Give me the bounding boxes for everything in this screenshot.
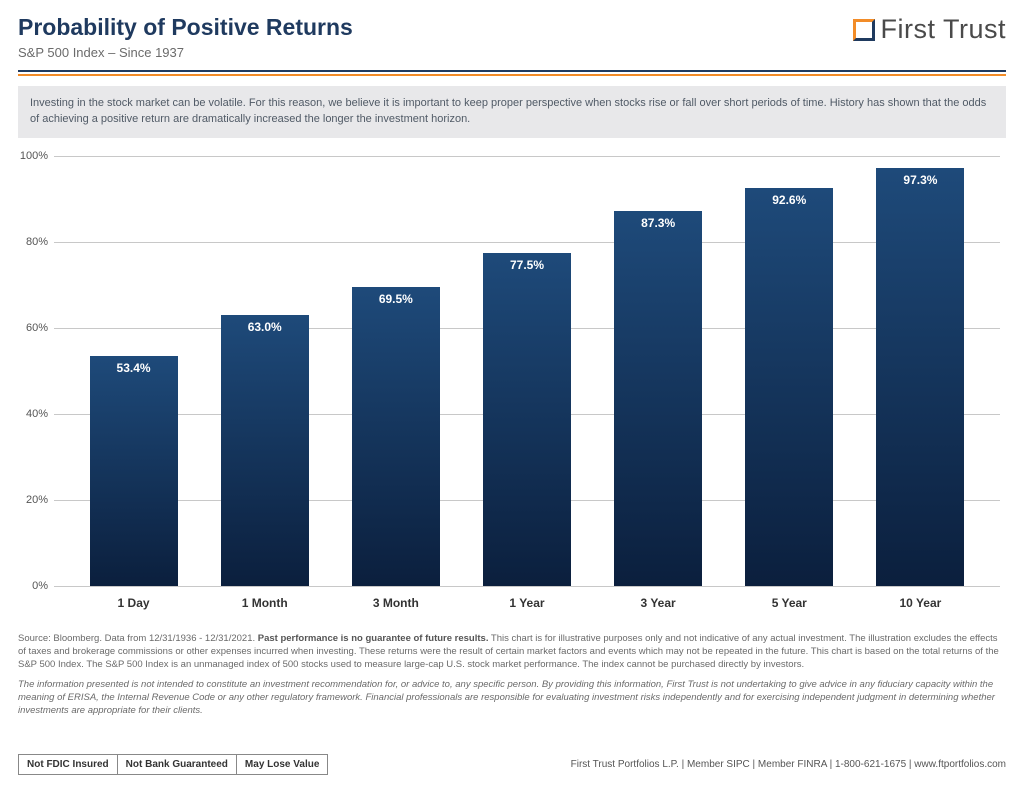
bar-slot: 69.5% xyxy=(330,156,461,586)
y-axis-label: 40% xyxy=(18,408,48,420)
y-axis-label: 100% xyxy=(18,150,48,162)
x-axis-label: 5 Year xyxy=(724,586,855,616)
y-axis-label: 80% xyxy=(18,236,48,248)
disclosure-item: Not Bank Guaranteed xyxy=(117,755,236,774)
footnote-main: Source: Bloomberg. Data from 12/31/1936 … xyxy=(18,632,1006,672)
footer: Not FDIC InsuredNot Bank GuaranteedMay L… xyxy=(18,754,1006,775)
x-axis-label: 3 Year xyxy=(593,586,724,616)
bar-value-label: 92.6% xyxy=(745,193,833,207)
bar: 63.0% xyxy=(221,315,309,586)
bar: 87.3% xyxy=(614,211,702,586)
bar: 92.6% xyxy=(745,188,833,586)
intro-text: Investing in the stock market can be vol… xyxy=(18,86,1006,138)
bar-slot: 77.5% xyxy=(461,156,592,586)
title-block: Probability of Positive Returns S&P 500 … xyxy=(18,14,353,60)
x-axis-label: 3 Month xyxy=(330,586,461,616)
y-axis-label: 0% xyxy=(18,580,48,592)
brand-name: First Trust xyxy=(881,14,1007,45)
x-axis-label: 10 Year xyxy=(855,586,986,616)
bar-value-label: 63.0% xyxy=(221,320,309,334)
x-axis-label: 1 Month xyxy=(199,586,330,616)
disclosure-item: Not FDIC Insured xyxy=(19,755,117,774)
divider-orange xyxy=(18,74,1006,76)
bar: 69.5% xyxy=(352,287,440,586)
disclosure-item: May Lose Value xyxy=(236,755,327,774)
footnote-disclaimer: The information presented is not intende… xyxy=(18,678,1006,718)
bar-value-label: 53.4% xyxy=(90,361,178,375)
divider-blue xyxy=(18,70,1006,72)
footnote-bold: Past performance is no guarantee of futu… xyxy=(258,633,489,644)
bar-chart: 0%20%40%60%80%100% 53.4%63.0%69.5%77.5%8… xyxy=(54,156,1000,616)
x-axis-label: 1 Day xyxy=(68,586,199,616)
bar-value-label: 77.5% xyxy=(483,258,571,272)
bar-slot: 92.6% xyxy=(724,156,855,586)
chart-x-labels: 1 Day1 Month3 Month1 Year3 Year5 Year10 … xyxy=(54,586,1000,616)
bar-slot: 87.3% xyxy=(593,156,724,586)
footnotes: Source: Bloomberg. Data from 12/31/1936 … xyxy=(18,632,1006,718)
chart-bars: 53.4% 63.0% 69.5% 77.5% 87.3% 92.6% 97.3% xyxy=(54,156,1000,586)
x-axis-label: 1 Year xyxy=(461,586,592,616)
disclosures-box: Not FDIC InsuredNot Bank GuaranteedMay L… xyxy=(18,754,328,775)
bar-slot: 97.3% xyxy=(855,156,986,586)
bar-value-label: 69.5% xyxy=(352,292,440,306)
bar-slot: 53.4% xyxy=(68,156,199,586)
page-title: Probability of Positive Returns xyxy=(18,14,353,41)
footer-text: First Trust Portfolios L.P. | Member SIP… xyxy=(571,759,1006,770)
y-axis-label: 20% xyxy=(18,494,48,506)
bar-slot: 63.0% xyxy=(199,156,330,586)
bar: 77.5% xyxy=(483,253,571,586)
bar: 53.4% xyxy=(90,356,178,586)
bar-value-label: 87.3% xyxy=(614,216,702,230)
header: Probability of Positive Returns S&P 500 … xyxy=(18,14,1006,60)
bar-value-label: 97.3% xyxy=(876,173,964,187)
footnote-source: Source: Bloomberg. Data from 12/31/1936 … xyxy=(18,633,258,644)
logo-icon xyxy=(853,19,875,41)
bar: 97.3% xyxy=(876,168,964,586)
page-subtitle: S&P 500 Index – Since 1937 xyxy=(18,45,353,60)
brand-logo: First Trust xyxy=(853,14,1007,45)
y-axis-label: 60% xyxy=(18,322,48,334)
